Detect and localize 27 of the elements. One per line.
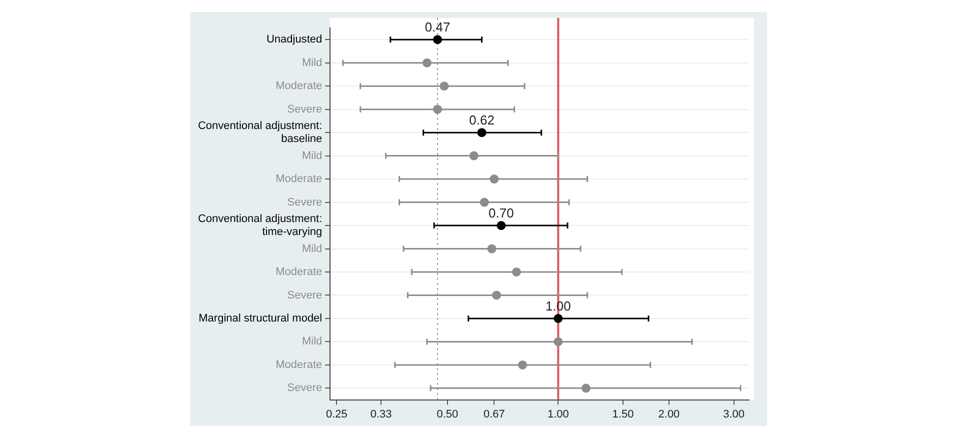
y-tick-label: Severe bbox=[287, 196, 322, 208]
data-label: 0.70 bbox=[488, 206, 514, 221]
data-label: 0.47 bbox=[424, 20, 450, 35]
x-tick-label: 0.25 bbox=[326, 408, 348, 420]
x-tick-label: 1.00 bbox=[547, 408, 569, 420]
x-tick-label: 0.33 bbox=[370, 408, 392, 420]
y-tick-label: Severe bbox=[287, 382, 322, 394]
x-tick-label: 0.67 bbox=[483, 408, 505, 420]
y-tick-label: Mild bbox=[302, 242, 322, 255]
data-label: 0.62 bbox=[469, 112, 494, 128]
y-tick-label: Marginal structural model bbox=[198, 312, 322, 324]
y-tick-label: Mild bbox=[302, 56, 322, 69]
x-tick-label: 1.50 bbox=[612, 408, 634, 420]
x-tick-label: 3.00 bbox=[723, 408, 744, 420]
y-tick-label: Moderate bbox=[276, 358, 322, 371]
y-tick-label: Moderate bbox=[276, 80, 322, 92]
y-tick-label: Mild bbox=[302, 150, 322, 162]
y-tick-label: Moderate bbox=[276, 266, 322, 278]
y-tick-label: Severe bbox=[287, 103, 322, 116]
x-tick-label: 0.50 bbox=[436, 408, 458, 420]
y-tick-label: Mild bbox=[302, 336, 322, 348]
y-tick-label: Conventional adjustment: baseline bbox=[198, 120, 322, 146]
y-tick-label: Unadjusted bbox=[266, 34, 322, 46]
y-tick-label: Conventional adjustment: time-varying bbox=[198, 212, 322, 238]
y-tick-label: Moderate bbox=[276, 173, 322, 186]
y-tick-label: Severe bbox=[287, 289, 322, 302]
x-tick-label: 2.00 bbox=[658, 408, 680, 420]
